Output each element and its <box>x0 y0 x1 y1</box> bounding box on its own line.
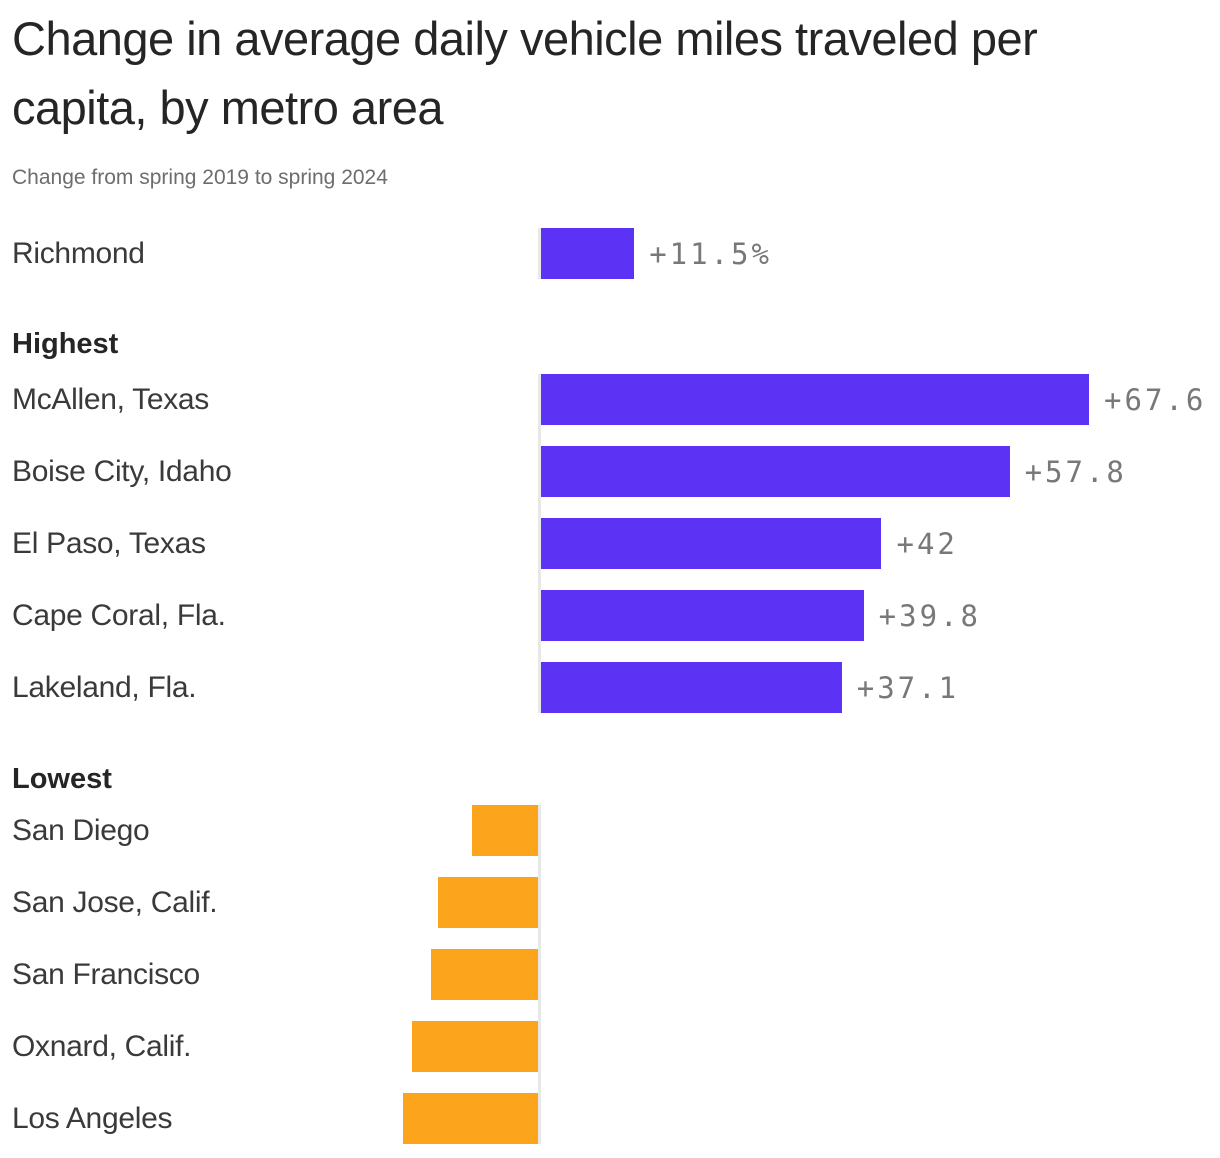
row-label: Boise City, Idaho <box>12 454 232 488</box>
bar <box>403 1093 538 1144</box>
bar <box>438 877 538 928</box>
bar <box>430 949 538 1000</box>
zero-axis-line <box>538 228 541 279</box>
group-header-highest: Highest <box>12 328 119 360</box>
chart-title: Change in average daily vehicle miles tr… <box>12 12 1038 134</box>
value-label: +42 <box>896 526 958 561</box>
value-label: +11.5% <box>649 236 772 271</box>
row-label: Cape Coral, Fla. <box>12 598 226 632</box>
bar <box>472 805 538 856</box>
zero-axis-line <box>538 374 541 713</box>
bar <box>541 590 864 641</box>
row-label: San Jose, Calif. <box>12 885 218 919</box>
group-header-lowest: Lowest <box>12 763 112 795</box>
value-label: +39.8 <box>878 598 981 633</box>
row-label: Lakeland, Fla. <box>12 670 197 704</box>
chart-subtitle: Change from spring 2019 to spring 2024 <box>12 166 388 189</box>
row-label: San Francisco <box>12 957 200 991</box>
bar <box>412 1021 538 1072</box>
bar <box>541 374 1090 425</box>
value-label: +57.8 <box>1024 454 1127 489</box>
value-label: +37.1 <box>856 670 960 705</box>
row-label: Oxnard, Calif. <box>12 1029 192 1063</box>
row-label: San Diego <box>12 813 150 847</box>
row-label: Richmond <box>12 236 145 270</box>
value-label: +67.6 <box>1104 382 1207 417</box>
row-label: Los Angeles <box>12 1101 173 1135</box>
zero-axis-line <box>538 805 541 1144</box>
row-label: McAllen, Texas <box>12 382 209 416</box>
row-label: El Paso, Texas <box>12 526 206 560</box>
bar <box>541 446 1010 497</box>
bar <box>541 662 842 713</box>
bar <box>541 518 882 569</box>
bar <box>541 228 635 279</box>
